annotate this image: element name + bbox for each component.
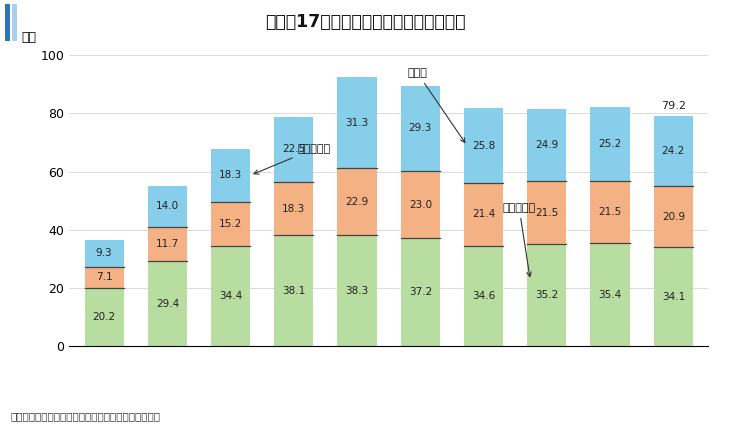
- Text: 21.5: 21.5: [599, 207, 622, 217]
- Bar: [5, 3, 10, 41]
- Bar: [274, 182, 313, 235]
- Text: 31.3: 31.3: [345, 118, 369, 128]
- Bar: [527, 181, 566, 244]
- Bar: [527, 109, 566, 181]
- Bar: [147, 186, 187, 227]
- Text: 18.3: 18.3: [283, 204, 305, 214]
- Text: 38.1: 38.1: [283, 286, 305, 296]
- Bar: [85, 288, 124, 346]
- Text: 食品製造業: 食品製造業: [502, 203, 536, 277]
- Text: 20.9: 20.9: [662, 212, 685, 222]
- Bar: [337, 168, 377, 235]
- Text: 資料：農林水産省「農業・食料関連産業の経済計算」: 資料：農林水産省「農業・食料関連産業の経済計算」: [11, 411, 161, 421]
- Text: 21.5: 21.5: [535, 207, 558, 218]
- Text: 24.2: 24.2: [661, 146, 685, 156]
- Text: 20.2: 20.2: [93, 312, 115, 322]
- Text: 34.4: 34.4: [219, 291, 242, 301]
- Bar: [337, 235, 377, 346]
- Text: 9.3: 9.3: [96, 248, 112, 258]
- Text: 24.9: 24.9: [535, 140, 558, 150]
- Text: 15.2: 15.2: [219, 219, 242, 229]
- Bar: [85, 267, 124, 288]
- Bar: [211, 149, 250, 202]
- Bar: [401, 238, 440, 346]
- Bar: [464, 246, 503, 346]
- Text: 18.3: 18.3: [219, 170, 242, 180]
- Text: 37.2: 37.2: [409, 287, 432, 297]
- Bar: [147, 227, 187, 261]
- Bar: [12, 3, 17, 41]
- Bar: [274, 117, 313, 182]
- Text: 7.1: 7.1: [96, 272, 112, 282]
- Text: 34.1: 34.1: [661, 292, 685, 302]
- Text: 29.3: 29.3: [409, 124, 432, 133]
- Bar: [401, 86, 440, 171]
- Text: 23.0: 23.0: [409, 200, 432, 210]
- Bar: [591, 181, 630, 244]
- Bar: [653, 247, 693, 346]
- Text: 22.5: 22.5: [283, 144, 305, 154]
- Bar: [527, 244, 566, 346]
- Text: 35.2: 35.2: [535, 290, 558, 300]
- Bar: [464, 183, 503, 246]
- Text: 14.0: 14.0: [155, 201, 179, 211]
- Text: 飲食店: 飲食店: [407, 68, 465, 142]
- Text: 図２－17　食品産業の国内生産額の推移: 図２－17 食品産業の国内生産額の推移: [265, 13, 465, 31]
- Text: 25.8: 25.8: [472, 141, 495, 151]
- Text: 22.9: 22.9: [345, 196, 369, 207]
- Bar: [211, 202, 250, 246]
- Bar: [147, 261, 187, 346]
- Text: 11.7: 11.7: [155, 239, 179, 249]
- Bar: [274, 235, 313, 346]
- Bar: [653, 186, 693, 247]
- Text: 兆円: 兆円: [21, 31, 36, 44]
- Bar: [653, 116, 693, 186]
- Text: 関連流通業: 関連流通業: [254, 144, 330, 174]
- Text: 29.4: 29.4: [155, 299, 179, 309]
- Bar: [337, 77, 377, 168]
- Bar: [591, 244, 630, 346]
- Text: 34.6: 34.6: [472, 291, 495, 301]
- Bar: [591, 108, 630, 181]
- Bar: [85, 240, 124, 267]
- Text: 38.3: 38.3: [345, 286, 369, 296]
- Text: 35.4: 35.4: [599, 290, 622, 300]
- Bar: [464, 108, 503, 183]
- Bar: [401, 171, 440, 238]
- Text: 79.2: 79.2: [661, 102, 685, 111]
- Bar: [211, 246, 250, 346]
- Text: 25.2: 25.2: [599, 139, 622, 149]
- Text: 21.4: 21.4: [472, 210, 495, 219]
